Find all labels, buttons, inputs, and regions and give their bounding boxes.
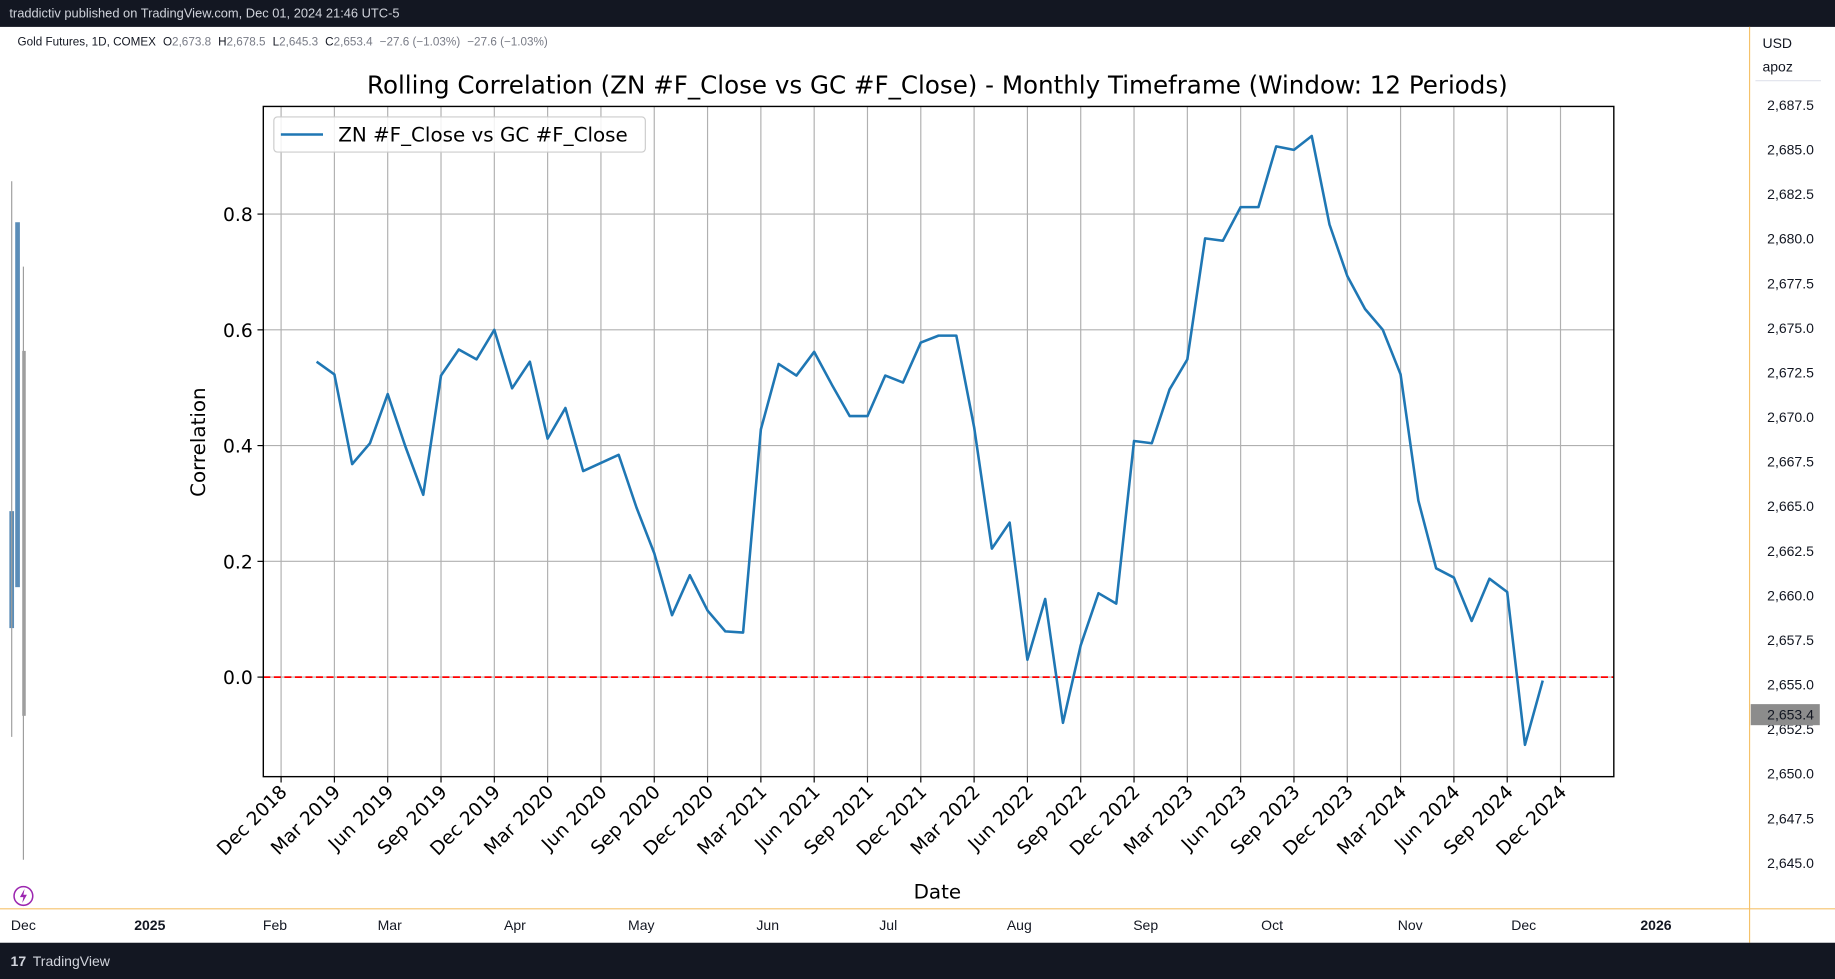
price-label: 2,670.0: [1767, 409, 1814, 425]
time-label: 2026: [1640, 917, 1671, 933]
candle: [15, 222, 20, 588]
time-label: May: [628, 917, 654, 933]
quote-value: 2,678.5: [227, 36, 267, 49]
plot-frame: [262, 105, 1615, 778]
price-label: 2,657.5: [1767, 632, 1814, 648]
price-label: 2,685.0: [1767, 142, 1814, 158]
y-tick-label: 0.8: [223, 205, 253, 226]
price-label: 2,665.0: [1767, 498, 1814, 514]
change: −27.6 (−1.03%): [380, 36, 461, 49]
series-line: [315, 134, 1544, 747]
y-tick-label: 0.6: [223, 321, 253, 342]
price-label: 2,647.5: [1767, 810, 1814, 826]
chart-title: Rolling Correlation (ZN #F_Close vs GC #…: [367, 71, 1508, 100]
change-percent: −27.6 (−1.03%): [467, 36, 548, 49]
legend-label: ZN #F_Close vs GC #F_Close: [338, 124, 628, 147]
price-label: 2,662.5: [1767, 543, 1814, 559]
price-axis: 2,687.5 2,685.0 2,682.5 2,680.0 2,677.5 2,675…: [1767, 97, 1814, 871]
time-label: Dec: [1511, 917, 1536, 933]
publisher: traddictiv published on TradingView.com,…: [9, 6, 399, 21]
symbol-name: Gold Futures, 1D, COMEX: [18, 36, 157, 49]
y-tick-label: 0.0: [223, 668, 253, 689]
last-price: 2,653.4: [1767, 706, 1814, 722]
price-label: 2,687.5: [1767, 97, 1814, 113]
y-tick-label: 0.2: [223, 552, 253, 573]
lightning-icon: [19, 888, 27, 903]
price-label: 2,680.0: [1767, 231, 1814, 247]
price-label: 2,660.0: [1767, 587, 1814, 603]
price-label: 2,645.0: [1767, 855, 1814, 871]
quote-label: H: [218, 36, 226, 49]
quote-label: C: [325, 36, 333, 49]
chart: Rolling Correlation (ZN #F_Close vs GC #…: [187, 71, 1615, 903]
x-axis-label: Date: [914, 880, 962, 903]
time-label: Oct: [1261, 917, 1283, 933]
price-label: 2,672.5: [1767, 364, 1814, 380]
y-tick-label: 0.4: [223, 437, 253, 458]
y-axis-label: Correlation: [187, 387, 210, 497]
time-label: Feb: [263, 917, 287, 933]
brand: TradingView: [33, 953, 111, 969]
quote-value: 2,645.3: [279, 36, 318, 49]
price-label: 2,655.0: [1767, 677, 1814, 693]
tv-logo: 17: [11, 953, 27, 969]
quote-value: 2,653.4: [334, 36, 374, 49]
price-label: 2,677.5: [1767, 275, 1814, 291]
quote-value: 2,673.8: [172, 36, 211, 49]
time-label: Mar: [378, 917, 402, 933]
symbol-legend: Gold Futures, 1D, COMEX O2,673.8 H2,678.5 L…: [18, 36, 548, 49]
time-label: Sep: [1133, 917, 1158, 933]
last-price-box: [1750, 704, 1820, 726]
price-label: 2,667.5: [1767, 454, 1814, 470]
time-label: Dec: [11, 917, 36, 933]
time-label: Jul: [879, 917, 897, 933]
time-label: Jun: [756, 917, 779, 933]
quote-label: O: [163, 36, 172, 49]
time-label: Nov: [1398, 917, 1423, 933]
time-label: Aug: [1007, 917, 1032, 933]
price-label: 2,650.0: [1767, 766, 1814, 782]
quote-label: L: [273, 36, 280, 49]
time-axis: Dec 2025 Feb Mar Apr May Jun Jul Aug Sep Oct Nov Dec…: [11, 917, 1672, 933]
price-label: 2,675.0: [1767, 320, 1814, 336]
time-label: 2025: [134, 917, 165, 933]
legend-box: [273, 116, 646, 153]
time-label: Apr: [504, 917, 526, 933]
top-bar: [0, 0, 1835, 27]
price-label: 2,682.5: [1767, 186, 1814, 202]
unit: apoz: [1762, 58, 1792, 74]
currency: USD: [1762, 35, 1792, 51]
footer-bar: [0, 942, 1835, 979]
lightning-button[interactable]: [13, 885, 34, 907]
